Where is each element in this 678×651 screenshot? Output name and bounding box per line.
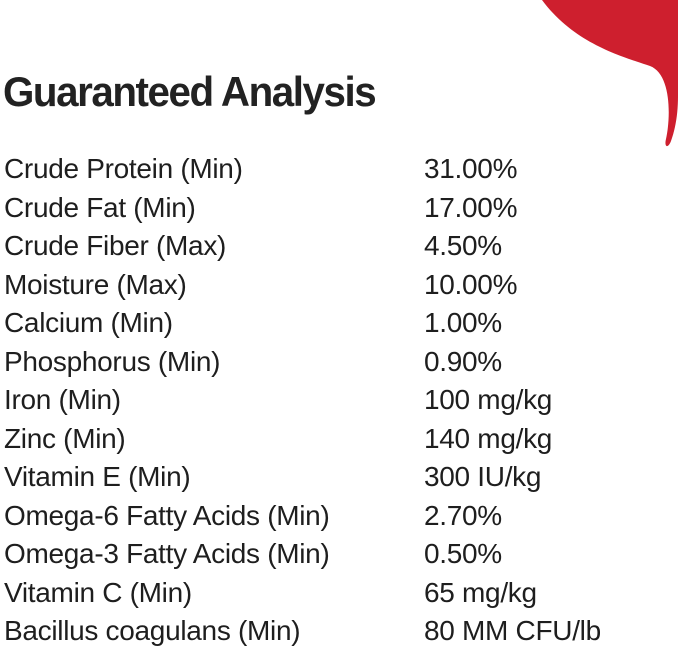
nutrient-value: 0.50% [424,538,502,570]
analysis-row: Vitamin C (Min) 65 mg/kg [4,574,678,613]
nutrient-value: 10.00% [424,268,518,300]
nutrient-label: Phosphorus (Min) [4,345,221,377]
nutrient-value: 300 IU/kg [424,461,542,493]
nutrient-value: 4.50% [424,230,502,262]
analysis-row: Crude Fat (Min) 17.00% [4,189,678,228]
nutrient-label: Omega-3 Fatty Acids (Min) [4,538,330,570]
nutrient-value: 0.90% [424,345,502,377]
analysis-row: Crude Fiber (Max) 4.50% [4,227,678,266]
nutrient-label: Calcium (Min) [4,307,173,339]
nutrient-value: 1.00% [424,307,502,339]
red-swoosh-shape [542,0,678,147]
analysis-row: Bacillus coagulans (Min) 80 MM CFU/lb [4,612,678,651]
section-title: Guaranteed Analysis [3,68,377,115]
nutrient-label: Iron (Min) [4,384,121,416]
nutrient-label: Crude Protein (Min) [4,153,243,185]
analysis-row: Crude Protein (Min) 31.00% [4,150,678,189]
nutrient-value: 31.00% [424,153,518,185]
nutrient-label: Omega-6 Fatty Acids (Min) [4,499,330,531]
nutrient-value: 17.00% [424,191,518,223]
nutrient-value: 100 mg/kg [424,384,553,416]
nutrient-label: Vitamin C (Min) [4,576,192,608]
analysis-row: Iron (Min) 100 mg/kg [4,381,678,420]
nutrient-value: 80 MM CFU/lb [424,615,601,647]
nutrient-label: Bacillus coagulans (Min) [4,615,301,647]
nutrient-value: 65 mg/kg [424,576,537,608]
nutrient-label: Crude Fiber (Max) [4,230,227,262]
analysis-row: Zinc (Min) 140 mg/kg [4,420,678,459]
nutrient-label: Crude Fat (Min) [4,191,196,223]
analysis-row: Vitamin E (Min) 300 IU/kg [4,458,678,497]
analysis-row: Omega-3 Fatty Acids (Min) 0.50% [4,535,678,574]
nutrient-label: Vitamin E (Min) [4,461,191,493]
analysis-row: Omega-6 Fatty Acids (Min) 2.70% [4,497,678,536]
nutrient-value: 2.70% [424,499,502,531]
nutrient-label: Zinc (Min) [4,422,126,454]
analysis-row: Calcium (Min) 1.00% [4,304,678,343]
analysis-row: Moisture (Max) 10.00% [4,266,678,305]
analysis-table: Crude Protein (Min) 31.00% Crude Fat (Mi… [4,150,678,651]
nutrient-value: 140 mg/kg [424,422,553,454]
nutrient-label: Moisture (Max) [4,268,187,300]
analysis-row: Phosphorus (Min) 0.90% [4,343,678,382]
